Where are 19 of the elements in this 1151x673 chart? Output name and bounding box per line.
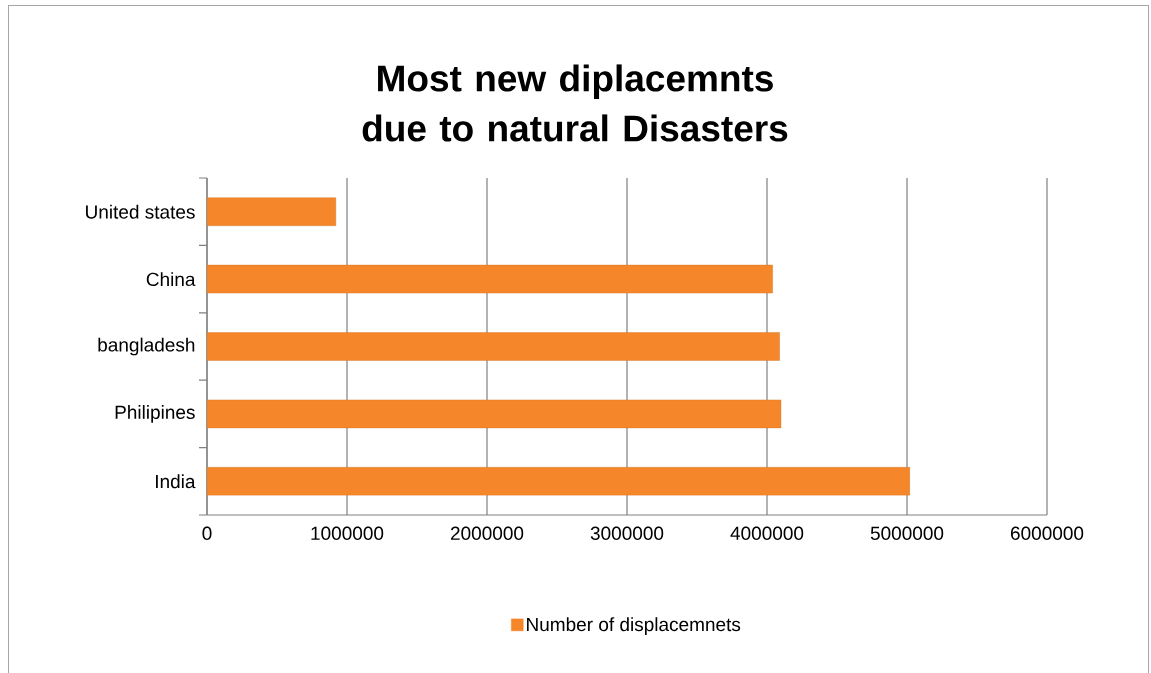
chart-title: Most new diplacemnts due to natural Disasters [362,64,788,142]
y-tick-label: China [146,272,196,287]
x-tick-label: 6000000 [1010,526,1084,540]
y-tick-label: India [156,474,196,489]
x-tick-label: 1000000 [311,526,384,540]
x-tick-label: 5000000 [870,526,944,540]
bar [207,399,782,429]
legend-label: Number of displacemnets [527,617,741,635]
bar [207,467,910,496]
x-tick-label: 0 [202,526,212,540]
bar [207,332,780,361]
y-tick-label: Philipines [115,405,195,423]
x-tick-label: 4000000 [730,526,804,540]
bar [207,197,336,226]
bar [207,264,773,294]
x-tick-label: 2000000 [450,526,524,540]
x-tick-label: 3000000 [590,526,664,540]
y-tick-label: bangladesh [98,337,195,356]
y-tick-label: United states [86,204,195,219]
